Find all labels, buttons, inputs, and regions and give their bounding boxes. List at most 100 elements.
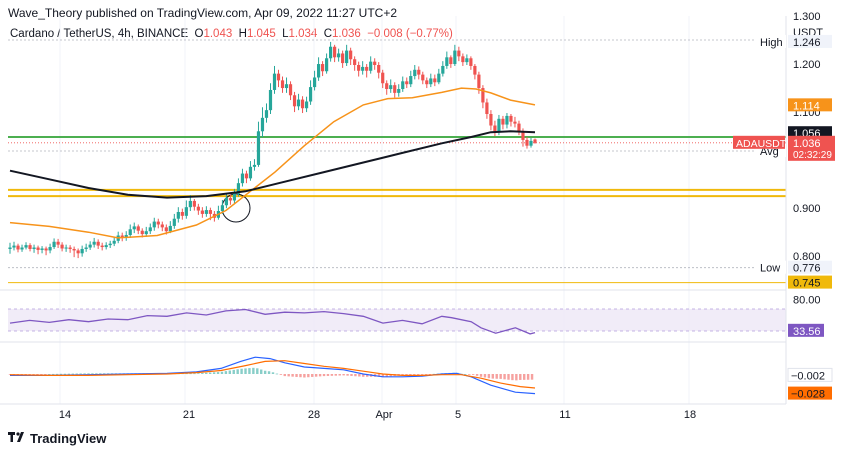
candle-body: [60, 244, 64, 249]
candle-body: [168, 225, 172, 232]
candle-body: [192, 200, 196, 207]
candle-body: [369, 61, 373, 71]
symbol-name[interactable]: Cardano / TetherUS, 4h, BINANCE: [10, 28, 189, 40]
price-badges: High1.246Avg1.019Low0.7761.1141.056ADAUS…: [733, 34, 835, 401]
tradingview-footer[interactable]: TradingView: [8, 431, 106, 446]
ema-lines: [9, 87, 536, 239]
macd-histogram-bar: [91, 373, 94, 375]
open-value: 1.043: [203, 28, 233, 40]
macd-histogram-bar: [279, 374, 283, 375]
macd-histogram-bar: [322, 374, 326, 377]
macd-histogram-bar: [267, 371, 271, 374]
candle-body: [525, 139, 529, 146]
macd-histogram-bar: [106, 373, 110, 375]
macd-histogram-bar: [83, 373, 86, 375]
candle-body: [405, 81, 409, 85]
macd-histogram-bar: [499, 374, 502, 379]
candle-body: [329, 46, 333, 59]
price-tick-label: 1.200: [793, 59, 821, 71]
high-value: 1.045: [246, 28, 276, 40]
macd-histogram-bar: [420, 374, 424, 375]
candle-body: [120, 235, 124, 238]
candle-body: [124, 235, 128, 238]
macd-histogram-bar: [413, 374, 416, 375]
candle-body: [325, 58, 329, 72]
candle-body: [333, 46, 337, 58]
macd-histogram-bar: [95, 373, 98, 375]
candle-body: [361, 66, 365, 71]
candle-body: [292, 95, 297, 107]
candle-body: [256, 131, 261, 165]
macd-histogram-bar: [338, 374, 341, 376]
candle-body: [473, 65, 477, 75]
candle-body: [341, 53, 345, 64]
macd-histogram-bar: [236, 369, 239, 374]
candle-body: [196, 206, 200, 211]
macd-histogram-bar: [48, 374, 51, 375]
candle-body: [300, 99, 305, 109]
macd-histogram-bar: [483, 374, 487, 378]
candle-body: [264, 110, 269, 118]
time-axis[interactable]: 14 21 28 Apr 5 11 18: [59, 409, 696, 421]
candle-body: [469, 58, 473, 66]
macd-histogram-bar: [201, 372, 204, 374]
candle-body: [529, 140, 533, 146]
high-value-bg: [788, 34, 832, 48]
macd-badge-bg: [787, 367, 833, 382]
candle-body: [236, 183, 241, 194]
candle-body: [521, 131, 525, 140]
ema-long-line: [9, 130, 536, 199]
candle-body: [232, 193, 237, 201]
candle-body: [80, 248, 84, 254]
macd-histogram-bar: [71, 373, 75, 375]
macd-histogram-bar: [232, 369, 235, 374]
macd-histogram-bar: [260, 369, 263, 374]
macd-histogram-bar: [99, 373, 102, 375]
macd-pane: [8, 356, 536, 395]
macd-histogram-bar: [334, 374, 337, 376]
rsi-tick-label: 80.00: [793, 294, 821, 306]
candle-body: [505, 115, 509, 125]
price-tick-label: 0.900: [793, 203, 821, 215]
macd-histogram-bar: [342, 374, 345, 376]
time-tick-label: 14: [59, 409, 71, 421]
avg-label: Avg: [760, 146, 779, 158]
candle-body: [20, 247, 24, 250]
candle-body: [40, 248, 44, 250]
rsi-pane: [9, 308, 536, 335]
candle-body: [220, 205, 225, 212]
macd-histogram-bar: [252, 367, 255, 374]
publisher-text: Wave_Theory published on TradingView.com…: [8, 6, 398, 20]
macd-histogram-bar: [523, 374, 526, 380]
candle-body: [533, 139, 537, 143]
symbol-badge-bg: [733, 135, 785, 149]
macd-histogram-bar: [526, 374, 530, 380]
candle-body: [489, 113, 493, 126]
ema-short-badge-bg: [788, 98, 832, 112]
candle-body: [409, 76, 413, 85]
macd-histogram-bar: [59, 373, 63, 375]
candle-body: [156, 221, 160, 225]
macd-histogram-bar: [55, 373, 59, 375]
low-value: 0.776: [793, 263, 821, 275]
macd-histogram-bar: [424, 374, 428, 375]
candle-body: [64, 247, 68, 249]
macd-histogram-bar: [189, 373, 192, 375]
low-label: L: [282, 28, 289, 40]
macd-badge: −0.002: [791, 370, 825, 382]
candle-body: [100, 245, 104, 248]
candle-body: [449, 57, 453, 65]
candle-body: [132, 226, 136, 230]
high-value: 1.246: [793, 37, 821, 49]
macd-histogram-bar: [362, 374, 365, 377]
candle-body: [148, 227, 152, 232]
macd-histogram-bar: [303, 374, 306, 378]
macd-histogram-bar: [405, 374, 408, 376]
macd-histogram-bar: [307, 374, 310, 378]
candle-body: [144, 231, 148, 235]
candle-body: [24, 245, 28, 248]
macd-histogram-bar: [464, 374, 467, 375]
candle-body: [84, 247, 88, 249]
candle-body: [485, 102, 489, 114]
